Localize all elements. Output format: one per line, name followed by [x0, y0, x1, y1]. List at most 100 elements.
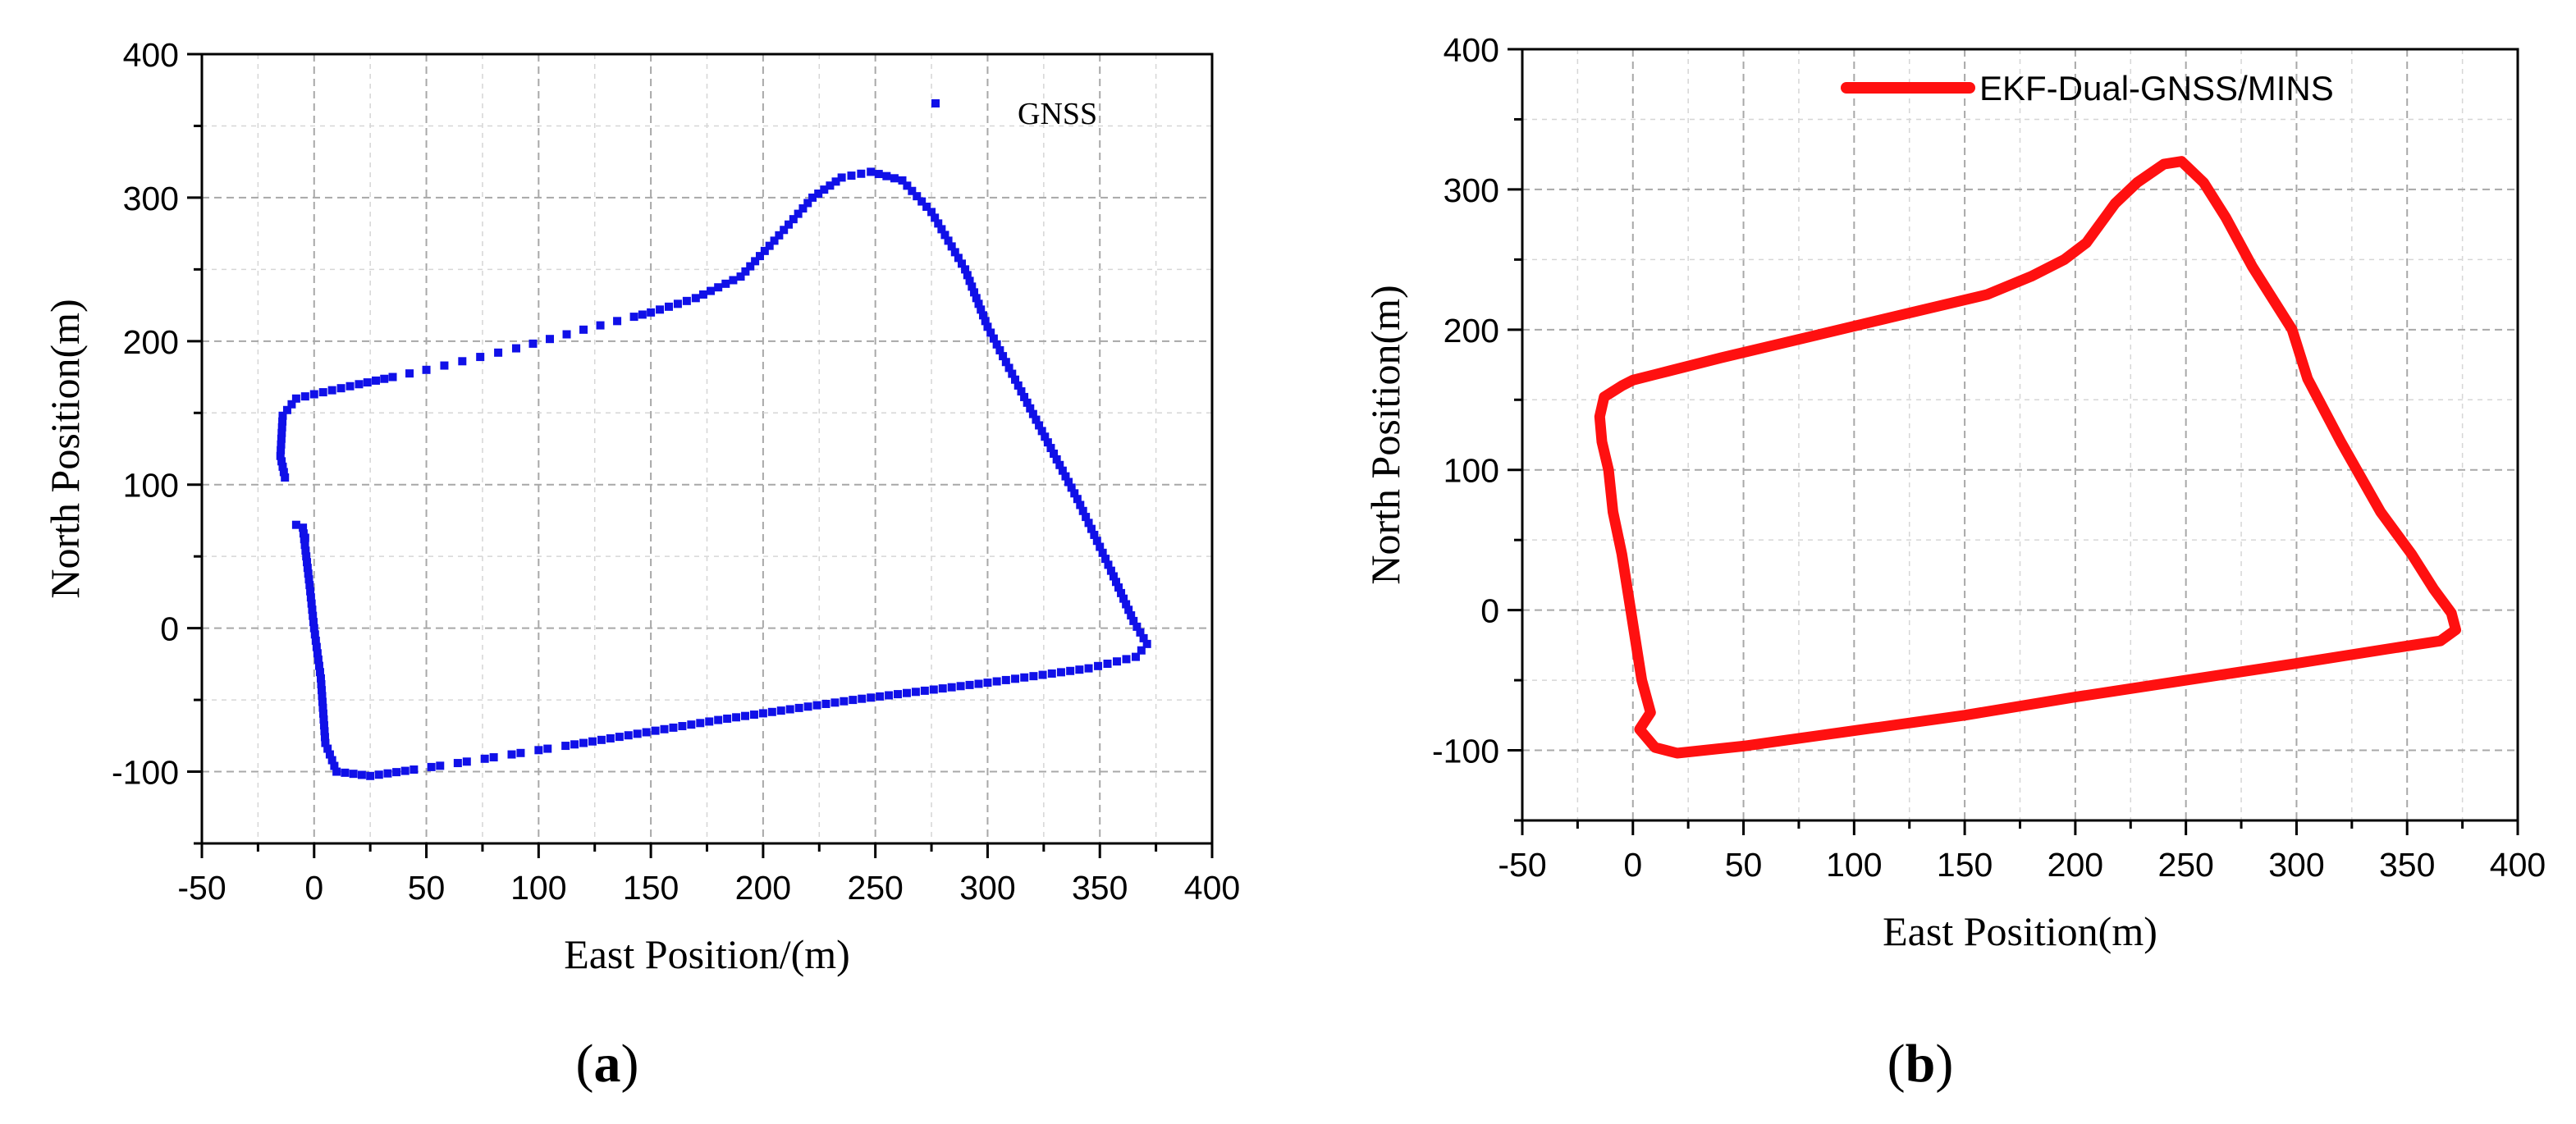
data-point: [1013, 381, 1023, 390]
x-tick-label: -50: [1498, 846, 1546, 884]
data-point: [507, 750, 516, 759]
legend-label: GNSS: [1018, 97, 1097, 131]
data-point: [785, 705, 794, 714]
data-point: [874, 170, 883, 179]
data-point: [291, 520, 300, 529]
y-tick-label: 400: [1444, 31, 1499, 69]
data-point: [453, 759, 462, 768]
data-point: [867, 693, 876, 702]
data-point: [570, 740, 579, 749]
y-tick-label: 200: [123, 323, 179, 361]
data-point: [957, 259, 966, 268]
data-point: [814, 190, 823, 199]
data-point: [1046, 444, 1055, 453]
data-point: [380, 374, 389, 383]
data-point: [1114, 583, 1123, 592]
data-point: [1020, 392, 1029, 401]
data-point: [462, 757, 471, 766]
data-point: [673, 299, 682, 308]
data-point: [913, 192, 922, 201]
data-point: [707, 286, 716, 295]
data-point: [678, 722, 687, 731]
data-point: [319, 715, 328, 724]
data-point: [278, 417, 287, 426]
data-point: [999, 352, 1008, 361]
data-point: [1122, 655, 1131, 664]
data-point: [278, 462, 287, 471]
data-point: [1011, 375, 1020, 384]
x-tick-label: 150: [623, 869, 679, 907]
data-point: [317, 686, 326, 695]
data-point: [820, 185, 829, 194]
data-point: [277, 445, 286, 455]
x-tick-label: 350: [1072, 869, 1128, 907]
data-point: [765, 241, 774, 250]
data-point: [436, 761, 445, 770]
data-point: [476, 353, 485, 362]
data-point: [299, 523, 308, 532]
panel-label: (b): [1887, 1034, 1954, 1094]
data-point: [516, 748, 525, 757]
data-point: [1029, 672, 1038, 681]
data-point: [1096, 542, 1105, 551]
data-point: [613, 317, 622, 326]
data-point: [341, 768, 350, 777]
data-point: [278, 411, 287, 420]
data-point: [767, 707, 776, 716]
data-point: [320, 733, 329, 742]
data-point: [330, 761, 339, 770]
data-point: [1137, 646, 1146, 655]
y-tick-label: 0: [1480, 592, 1499, 630]
data-point: [714, 715, 723, 724]
data-point: [741, 267, 750, 276]
x-tick-label: 400: [1184, 869, 1240, 907]
data-point: [281, 473, 290, 482]
data-point: [770, 236, 779, 245]
data-point: [638, 310, 647, 319]
data-point: [318, 697, 327, 706]
data-point: [978, 311, 987, 320]
data-point: [1004, 363, 1013, 372]
data-point: [1001, 358, 1010, 367]
data-point: [301, 546, 310, 555]
data-point: [749, 710, 758, 720]
data-point: [937, 225, 946, 234]
data-point: [307, 599, 316, 608]
data-point: [1035, 421, 1044, 430]
data-point: [1070, 489, 1079, 498]
data-point: [277, 434, 286, 443]
data-point: [974, 679, 983, 688]
data-point: [629, 313, 638, 322]
data-point: [857, 169, 866, 178]
data-point: [299, 529, 308, 538]
data-point: [1082, 513, 1091, 522]
data-point: [908, 186, 917, 195]
y-axis-label: North Position(m): [42, 299, 88, 598]
data-point: [1111, 578, 1120, 587]
data-point: [944, 236, 953, 245]
data-point: [803, 199, 812, 208]
data-point: [345, 382, 355, 391]
data-point: [642, 728, 651, 737]
data-point: [741, 711, 750, 720]
data-point: [383, 769, 392, 778]
data-point: [647, 308, 656, 317]
data-point: [840, 697, 849, 706]
data-point: [1106, 566, 1115, 575]
data-point: [311, 636, 320, 645]
y-tick-label: 400: [123, 36, 179, 74]
data-point: [427, 762, 436, 771]
x-tick-label: 300: [2268, 846, 2324, 884]
x-tick-label: 50: [1725, 846, 1763, 884]
data-point: [318, 692, 327, 701]
data-point: [849, 696, 858, 705]
data-point: [903, 181, 912, 190]
data-point: [291, 394, 300, 403]
data-point: [1008, 369, 1017, 378]
data-point: [867, 167, 876, 176]
data-point: [336, 384, 345, 393]
data-point: [785, 220, 794, 229]
data-point: [277, 457, 286, 466]
data-point: [830, 698, 840, 707]
data-point: [947, 683, 956, 692]
